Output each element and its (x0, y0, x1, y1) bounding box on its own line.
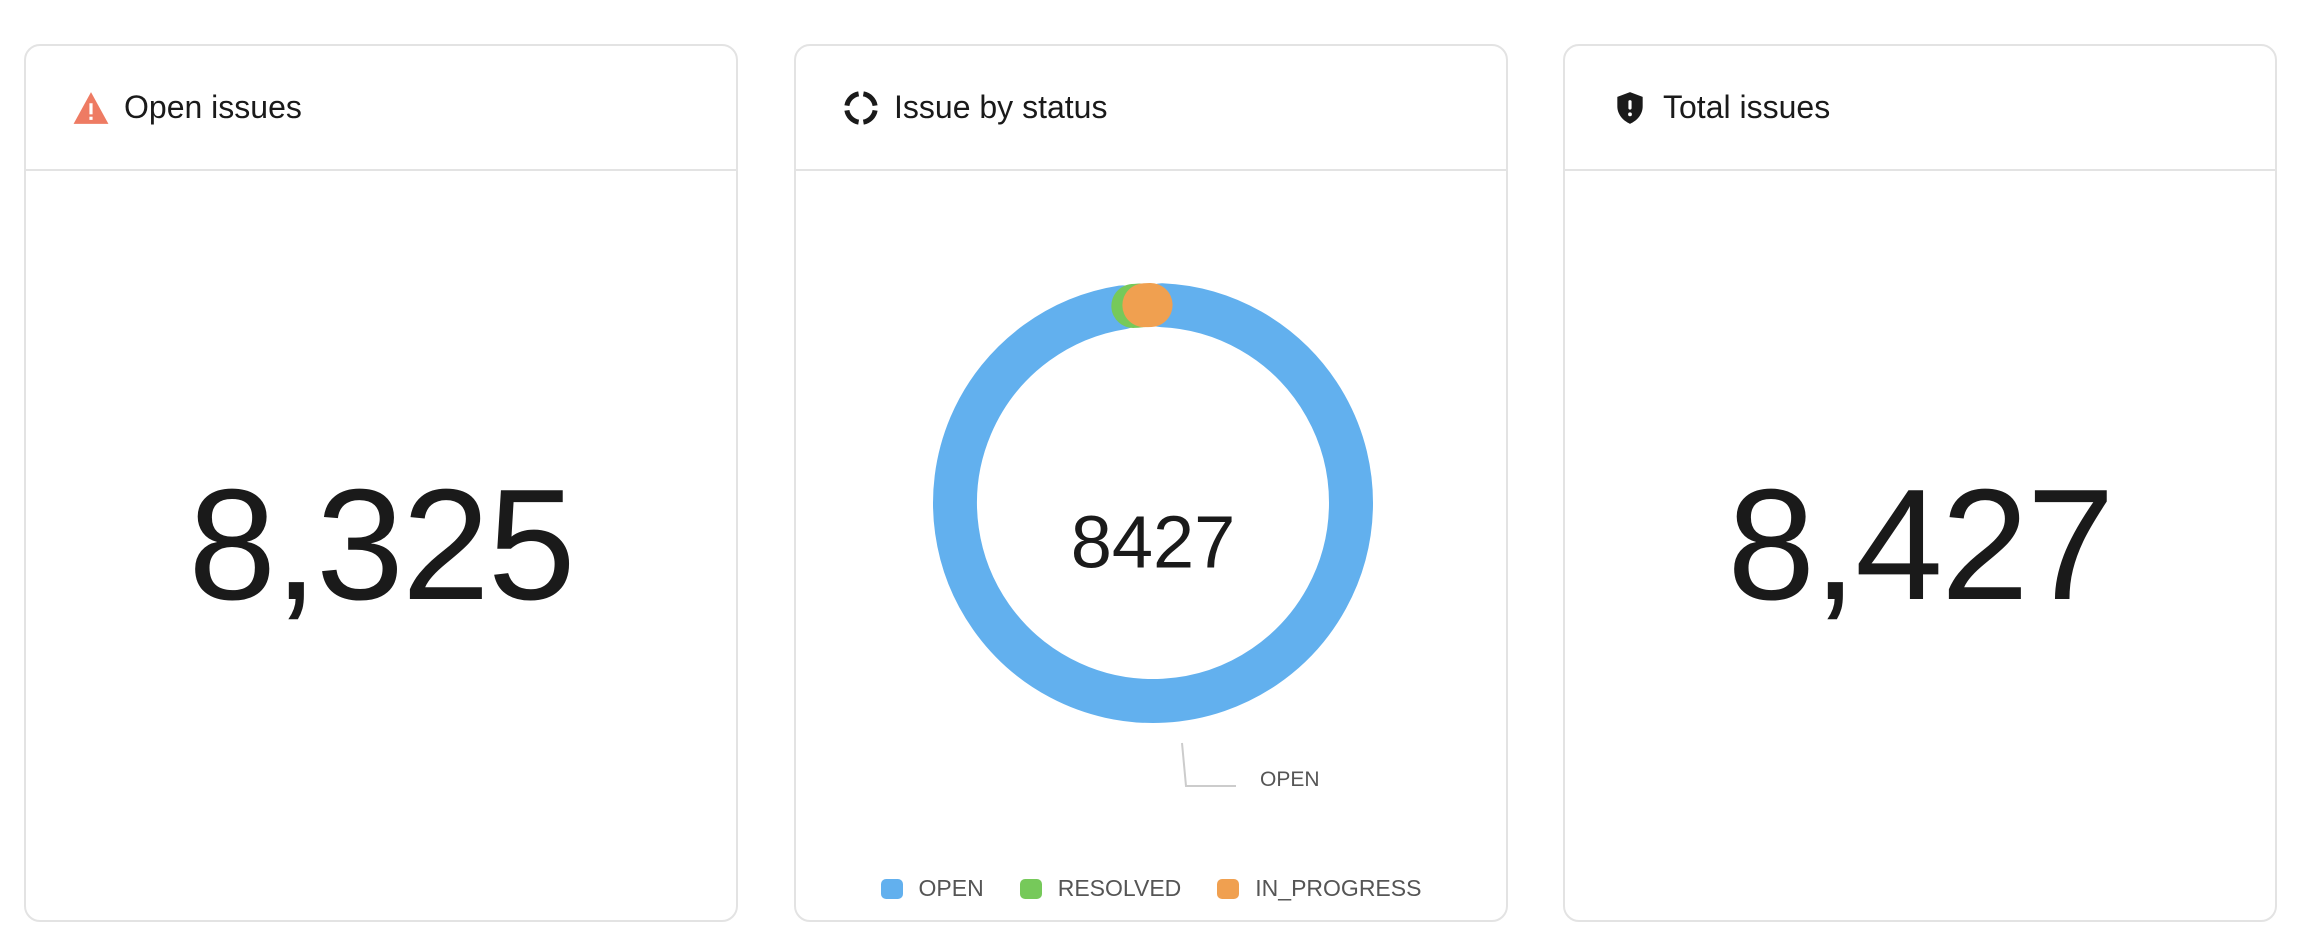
card-title: Open issues (124, 89, 302, 125)
legend-swatch (1019, 878, 1042, 899)
legend-label: IN_PROGRESS (1255, 875, 1422, 901)
issue-by-status-card: Issue by status OPEN 8427 OPEN RESOLVED … (794, 44, 1508, 922)
legend-swatch (1217, 878, 1240, 899)
card-header: Open issues (26, 46, 736, 171)
chart-legend: OPEN RESOLVED IN_PROGRESS (796, 875, 1506, 902)
legend-swatch (880, 878, 903, 899)
slice-label-leader-line (1181, 742, 1236, 787)
total-issues-count: 8,427 (1727, 457, 2114, 633)
legend-label: OPEN (918, 875, 984, 901)
legend-item-open[interactable]: OPEN (880, 875, 984, 902)
legend-label: RESOLVED (1057, 875, 1182, 901)
donut-center-total: 8427 (1071, 501, 1236, 584)
card-header: Total issues (1565, 46, 2275, 171)
total-issues-card: Total issues 8,427 (1563, 44, 2277, 922)
warning-triangle-icon (73, 91, 109, 124)
legend-item-in-progress[interactable]: IN_PROGRESS (1217, 875, 1421, 902)
open-issues-count: 8,325 (188, 457, 575, 633)
card-title: Total issues (1663, 89, 1831, 125)
card-header: Issue by status (796, 46, 1506, 171)
open-issues-card: Open issues 8,325 (24, 44, 738, 922)
shield-alert-icon (1617, 91, 1643, 124)
legend-item-resolved[interactable]: RESOLVED (1019, 875, 1182, 902)
donut-chart: OPEN 8427 (933, 283, 1373, 791)
donut-slice-open[interactable] (933, 283, 1373, 723)
card-title: Issue by status (894, 89, 1108, 125)
donut-chart-icon (844, 90, 878, 125)
slice-label-open: OPEN (1260, 768, 1320, 791)
